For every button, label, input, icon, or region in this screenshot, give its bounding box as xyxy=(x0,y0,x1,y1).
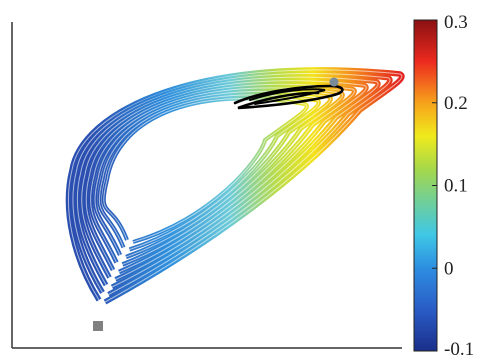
colorbar-tick-label: 0.1 xyxy=(444,176,468,197)
end-marker xyxy=(329,77,339,87)
overlay-curve xyxy=(233,84,344,110)
colorbar-ticks: 0.3 0.2 0.1 0 -0.1 xyxy=(432,12,474,360)
colorbar-tick-label: 0 xyxy=(444,258,454,279)
colorbar-tick-label: -0.1 xyxy=(444,339,474,360)
trajectory-loops xyxy=(65,67,405,305)
colorbar-tick-label: 0.3 xyxy=(444,12,468,33)
trajectory-loop-highlight xyxy=(67,69,403,303)
start-marker xyxy=(93,321,103,331)
colorbar-tick-label: 0.2 xyxy=(444,93,468,114)
trajectory-loop-highlight xyxy=(72,72,391,295)
